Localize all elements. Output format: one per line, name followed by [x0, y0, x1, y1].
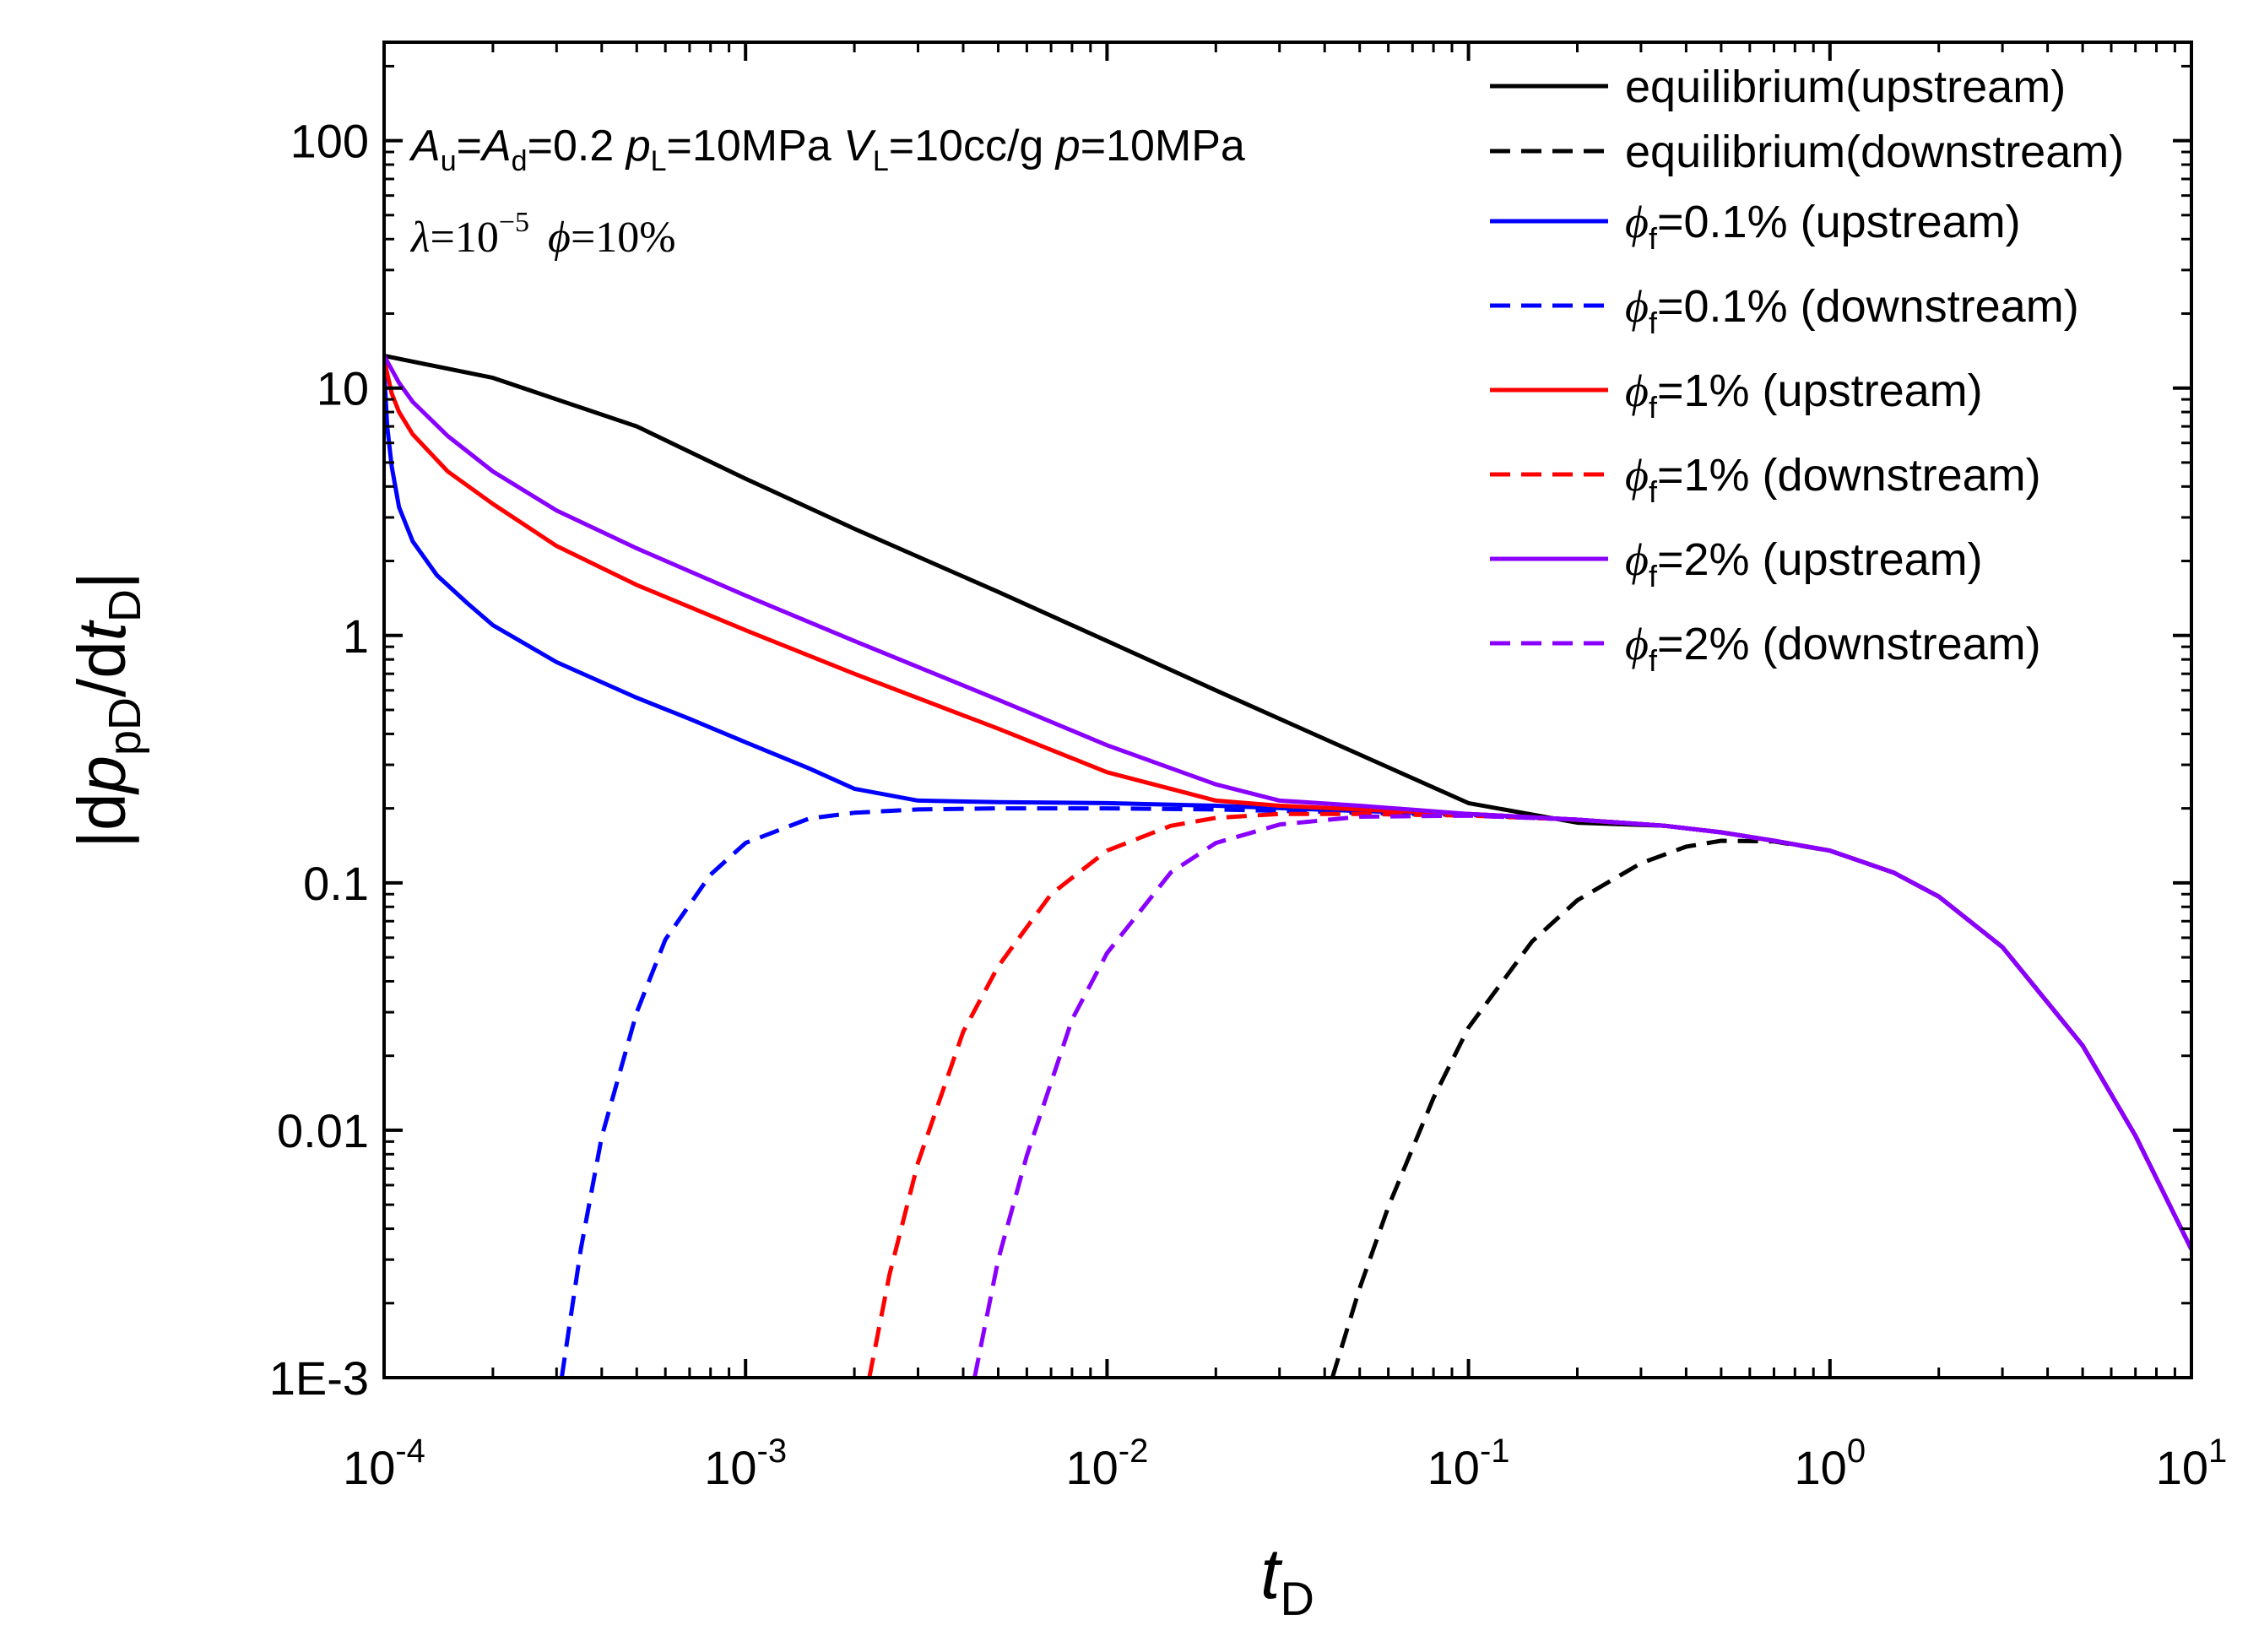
- legend-item-7: ϕf=2% (upstream): [1490, 534, 1983, 593]
- y-tick-label: 0.1: [303, 857, 369, 910]
- x-tick-label: 10-3: [704, 1433, 787, 1494]
- tick-layer: [382, 42, 2193, 1379]
- tick-label-layer: 10-4 10-3 10-2 10-1 100 101 1E-3 0.01 0.1 1 10 100: [269, 115, 2228, 1494]
- legend-label: equilibrium(downstream): [1625, 127, 2124, 177]
- parameter-annotation: Au=Ad=0.2 pL=10MPa VL=10cc/g p=10MPa λ=1…: [409, 122, 1245, 262]
- series-line-7-phi-f-2-upstream: [384, 355, 2191, 1251]
- legend-label: ϕf=0.1% (downstream): [1625, 281, 2079, 340]
- legend-item-2: equilibrium(downstream): [1490, 127, 2124, 177]
- y-tick-label: 1: [343, 609, 369, 663]
- legend-item-5: ϕf=1% (upstream): [1490, 366, 1983, 425]
- legend-item-6: ϕf=1% (downstream): [1490, 450, 2041, 509]
- legend-item-1: equilibrium(upstream): [1490, 62, 2066, 112]
- legend-label: ϕf=1% (upstream): [1625, 366, 1983, 425]
- y-tick-label: 10: [317, 362, 369, 415]
- x-tick-label: 10-4: [343, 1433, 425, 1494]
- y-tick-label: 0.01: [277, 1104, 369, 1157]
- legend-label: ϕf=2% (downstream): [1625, 619, 2041, 678]
- x-tick-label: 100: [1795, 1433, 1866, 1494]
- x-tick-label: 10-1: [1427, 1433, 1510, 1494]
- y-axis-label: |dppD/dtD|: [64, 571, 150, 848]
- series-layer: [384, 354, 2191, 1378]
- legend-label: ϕf=2% (upstream): [1625, 534, 1983, 593]
- legend-item-8: ϕf=2% (downstream): [1490, 619, 2041, 678]
- x-tick-label: 101: [2156, 1433, 2228, 1494]
- legend-label: equilibrium(upstream): [1625, 62, 2066, 112]
- legend-label: ϕf=1% (downstream): [1625, 450, 2041, 509]
- annotation-line-2: λ=10−5 ϕ=10%: [409, 207, 676, 262]
- y-tick-label: 100: [290, 115, 369, 168]
- annotation-line-1: Au=Ad=0.2 pL=10MPa VL=10cc/g p=10MPa: [409, 122, 1245, 177]
- legend-item-4: ϕf=0.1% (downstream): [1490, 281, 2079, 340]
- y-tick-label: 1E-3: [269, 1351, 369, 1405]
- legend-item-3: ϕf=0.1% (upstream): [1490, 197, 2021, 256]
- legend: equilibrium(upstream) equilibrium(downstr…: [1490, 62, 2124, 678]
- x-tick-label: 10-2: [1065, 1433, 1148, 1494]
- legend-label: ϕf=0.1% (upstream): [1625, 197, 2021, 256]
- x-axis-label: tD: [1260, 1534, 1314, 1625]
- series-line-4-phi-f-0-1-downstream: [559, 806, 2191, 1378]
